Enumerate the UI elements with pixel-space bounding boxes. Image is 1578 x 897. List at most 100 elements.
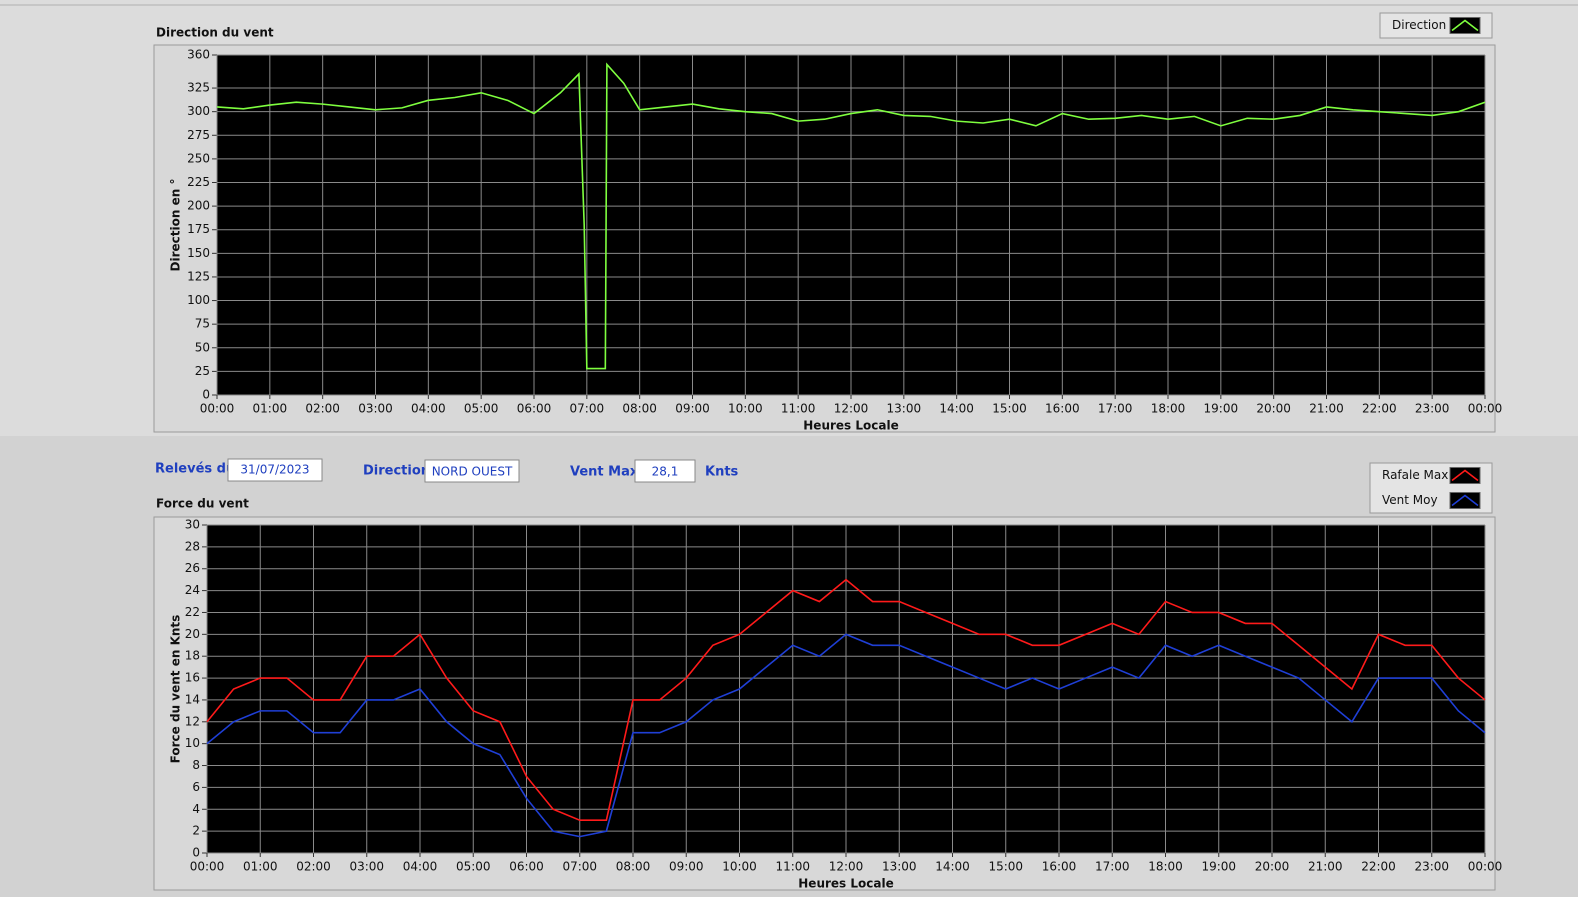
y-tick-label: 2 (192, 824, 200, 838)
x-tick-label: 11:00 (781, 402, 816, 416)
x-tick-label: 13:00 (882, 860, 917, 874)
y-tick-label: 200 (187, 199, 210, 213)
x-tick-label: 12:00 (834, 402, 869, 416)
y-tick-label: 6 (192, 780, 200, 794)
x-tick-label: 16:00 (1045, 402, 1080, 416)
x-tick-label: 01:00 (243, 860, 278, 874)
x-tick-label: 23:00 (1415, 402, 1450, 416)
x-tick-label: 17:00 (1098, 402, 1133, 416)
y-tick-label: 360 (187, 48, 210, 62)
x-tick-label: 07:00 (562, 860, 597, 874)
x-tick-label: 08:00 (622, 402, 657, 416)
x-tick-label: 18:00 (1148, 860, 1183, 874)
x-tick-label: 02:00 (296, 860, 331, 874)
x-tick-label: 18:00 (1151, 402, 1186, 416)
x-tick-label: 23:00 (1414, 860, 1449, 874)
x-tick-label: 17:00 (1095, 860, 1130, 874)
y-axis-label: Direction en ° (169, 179, 183, 272)
x-axis-label: Heures Locale (798, 877, 893, 891)
chart-title: Direction du vent (156, 26, 274, 40)
series-line (206, 633, 1486, 838)
x-tick-label: 01:00 (253, 402, 288, 416)
y-tick-label: 100 (187, 293, 210, 307)
controls: Relevés du 31/07/2023 Direction NORD OUE… (155, 458, 739, 483)
x-tick-label: 10:00 (728, 402, 763, 416)
value-box[interactable] (634, 459, 696, 483)
y-tick-label: 250 (187, 151, 210, 165)
x-tick-label: 20:00 (1255, 860, 1290, 874)
y-tick-label: 18 (185, 649, 200, 663)
y-tick-label: 24 (185, 583, 200, 597)
legend-label: Direction (1392, 18, 1446, 32)
x-tick-label: 03:00 (358, 402, 393, 416)
y-tick-label: 0 (192, 846, 200, 860)
x-tick-label: 00:00 (200, 402, 235, 416)
value-box[interactable] (227, 458, 323, 482)
y-tick-label: 10 (185, 736, 200, 750)
y-tick-label: 22 (185, 605, 200, 619)
x-tick-label: 09:00 (669, 860, 704, 874)
y-tick-label: 150 (187, 246, 210, 260)
x-tick-label: 09:00 (675, 402, 710, 416)
y-tick-label: 225 (187, 175, 210, 189)
control-unit: Knts (705, 465, 739, 480)
x-tick-label: 04:00 (403, 860, 438, 874)
x-tick-label: 06:00 (509, 860, 544, 874)
y-tick-label: 8 (192, 758, 200, 772)
legend-line (1451, 19, 1479, 32)
value-box[interactable] (424, 459, 520, 483)
y-tick-label: 175 (187, 222, 210, 236)
legend-line (1451, 494, 1479, 507)
x-tick-label: 00:00 (1468, 402, 1503, 416)
y-tick-label: 0 (202, 388, 210, 402)
x-tick-label: 00:00 (1468, 860, 1503, 874)
control-value: 28,1 (652, 465, 679, 479)
x-tick-label: 22:00 (1362, 402, 1397, 416)
x-tick-label: 19:00 (1204, 402, 1239, 416)
legend-swatch (1449, 17, 1481, 34)
x-tick-label: 13:00 (887, 402, 922, 416)
x-tick-label: 03:00 (349, 860, 384, 874)
legend-label: Vent Moy (1382, 493, 1438, 507)
series-line (216, 62, 1486, 370)
control-label: Relevés du (155, 462, 235, 477)
legend-line (1451, 469, 1479, 482)
y-tick-label: 16 (185, 671, 200, 685)
y-tick-label: 75 (195, 317, 210, 331)
x-tick-label: 07:00 (570, 402, 605, 416)
y-tick-label: 30 (185, 518, 200, 532)
legend-swatch (1449, 492, 1481, 509)
x-tick-label: 21:00 (1308, 860, 1343, 874)
y-axis-label: Force du vent en Knts (169, 615, 183, 764)
x-tick-label: 15:00 (992, 402, 1027, 416)
control-value: 31/07/2023 (240, 463, 309, 477)
x-tick-label: 06:00 (517, 402, 552, 416)
x-tick-label: 12:00 (829, 860, 864, 874)
x-tick-label: 22:00 (1361, 860, 1396, 874)
x-tick-label: 08:00 (616, 860, 651, 874)
x-tick-label: 14:00 (939, 402, 974, 416)
x-tick-label: 21:00 (1309, 402, 1344, 416)
y-tick-label: 275 (187, 128, 210, 142)
x-tick-label: 05:00 (456, 860, 491, 874)
x-tick-label: 14:00 (935, 860, 970, 874)
x-axis-label: Heures Locale (803, 419, 898, 433)
y-tick-label: 125 (187, 269, 210, 283)
control-label: Direction (363, 464, 430, 479)
y-tick-label: 28 (185, 539, 200, 553)
control-label: Vent Max (570, 465, 639, 480)
x-tick-label: 11:00 (775, 860, 810, 874)
y-tick-label: 4 (192, 802, 200, 816)
legend-swatch (1449, 467, 1481, 484)
y-tick-label: 325 (187, 81, 210, 95)
y-tick-label: 14 (185, 692, 200, 706)
x-tick-label: 15:00 (988, 860, 1023, 874)
y-tick-label: 50 (195, 340, 210, 354)
x-tick-label: 16:00 (1042, 860, 1077, 874)
x-tick-label: 05:00 (464, 402, 499, 416)
series-line (206, 578, 1486, 821)
legend-label: Rafale Max (1382, 468, 1448, 482)
y-tick-label: 20 (185, 627, 200, 641)
x-tick-label: 00:00 (190, 860, 225, 874)
